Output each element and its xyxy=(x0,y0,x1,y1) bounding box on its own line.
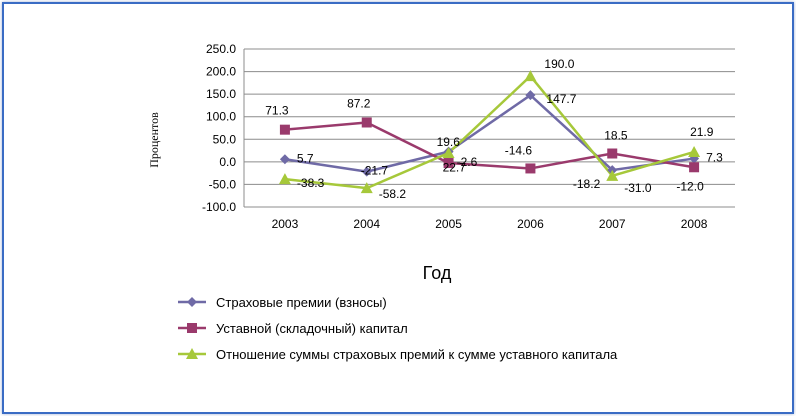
x-tick-label: 2006 xyxy=(517,217,544,231)
series-line-3 xyxy=(284,74,695,190)
data-label: 71.3 xyxy=(265,104,289,118)
data-label: -14.6 xyxy=(505,143,533,157)
data-label: -21.7 xyxy=(361,164,389,178)
data-label: 147.7 xyxy=(546,92,576,106)
legend-label: Страховые премии (взносы) xyxy=(216,295,387,310)
data-label: -31.0 xyxy=(624,181,652,195)
data-point-square xyxy=(689,162,700,173)
legend-marker-square xyxy=(187,323,197,333)
x-tick-label: 2008 xyxy=(681,217,708,231)
legend-marker-triangle xyxy=(186,348,198,359)
legend-item: Уставной (складочный) капитал xyxy=(178,321,408,336)
data-point-triangle xyxy=(442,147,455,159)
y-tick-label: 100.0 xyxy=(206,110,236,124)
data-point-diamond xyxy=(525,90,536,101)
data-label: 22.7 xyxy=(443,161,467,175)
data-point-square xyxy=(607,148,618,159)
data-point-triangle xyxy=(688,145,701,157)
y-tick-label: 150.0 xyxy=(206,87,236,101)
legend: Страховые премии (взносы) Уставной (склад… xyxy=(178,295,618,362)
y-tick-labels: 250.0 200.0 150.0 100.0 50.0 0.0 -50.0 -100.0 xyxy=(202,42,236,214)
data-label: 18.5 xyxy=(604,129,628,143)
series-markers xyxy=(278,70,701,194)
data-point-triangle xyxy=(606,169,619,181)
data-label: -58.2 xyxy=(379,187,407,201)
legend-item: Отношение суммы страховых премий к сумме… xyxy=(178,347,618,362)
gridlines xyxy=(243,48,735,208)
series-line-1 xyxy=(284,93,695,173)
legend-label: Отношение суммы страховых премий к сумме… xyxy=(216,347,618,362)
legend-item: Страховые премии (взносы) xyxy=(178,295,387,310)
series-lines xyxy=(284,74,695,190)
data-label: 21.9 xyxy=(690,125,714,139)
data-label: 190.0 xyxy=(544,57,574,71)
data-point-diamond xyxy=(279,154,290,165)
data-point-square xyxy=(279,124,290,135)
legend-marker-diamond xyxy=(187,297,197,307)
x-tick-label: 2003 xyxy=(272,217,299,231)
data-point-triangle xyxy=(360,182,373,194)
data-point-triangle xyxy=(524,70,537,82)
data-point-diamond xyxy=(361,166,372,177)
x-axis-label: Год xyxy=(423,263,452,283)
series-line-2 xyxy=(284,121,695,170)
y-axis-label: Процентов xyxy=(147,112,161,168)
data-label: -38.3 xyxy=(297,176,325,190)
legend-label: Уставной (складочный) капитал xyxy=(216,321,408,336)
data-label: 87.2 xyxy=(347,96,371,110)
y-tick-label: 250.0 xyxy=(206,42,236,56)
data-point-triangle xyxy=(278,173,291,185)
data-labels: 5.7 -21.7 22.7 147.7 -18.2 7.3 71.3 87.2 -2.6 -14… xyxy=(265,57,723,201)
y-tick-label: 200.0 xyxy=(206,65,236,79)
y-tick-label: 0.0 xyxy=(219,155,236,169)
data-label: 19.6 xyxy=(437,135,461,149)
data-label: -2.6 xyxy=(457,155,478,169)
data-label: 5.7 xyxy=(297,151,314,165)
data-point-square xyxy=(443,158,454,169)
data-label: 7.3 xyxy=(706,151,723,165)
x-tick-label: 2004 xyxy=(353,217,380,231)
x-tick-labels: 2003 2004 2005 2006 2007 2008 xyxy=(272,217,708,231)
x-tick-label: 2005 xyxy=(435,217,462,231)
data-point-square xyxy=(361,117,372,128)
y-tick-label: 50.0 xyxy=(213,132,237,146)
data-point-square xyxy=(525,163,536,174)
y-tick-label: -100.0 xyxy=(202,200,236,214)
x-tick-label: 2007 xyxy=(599,217,626,231)
y-tick-label: -50.0 xyxy=(209,177,237,191)
data-label: -12.0 xyxy=(676,179,704,193)
data-label: -18.2 xyxy=(573,177,601,191)
